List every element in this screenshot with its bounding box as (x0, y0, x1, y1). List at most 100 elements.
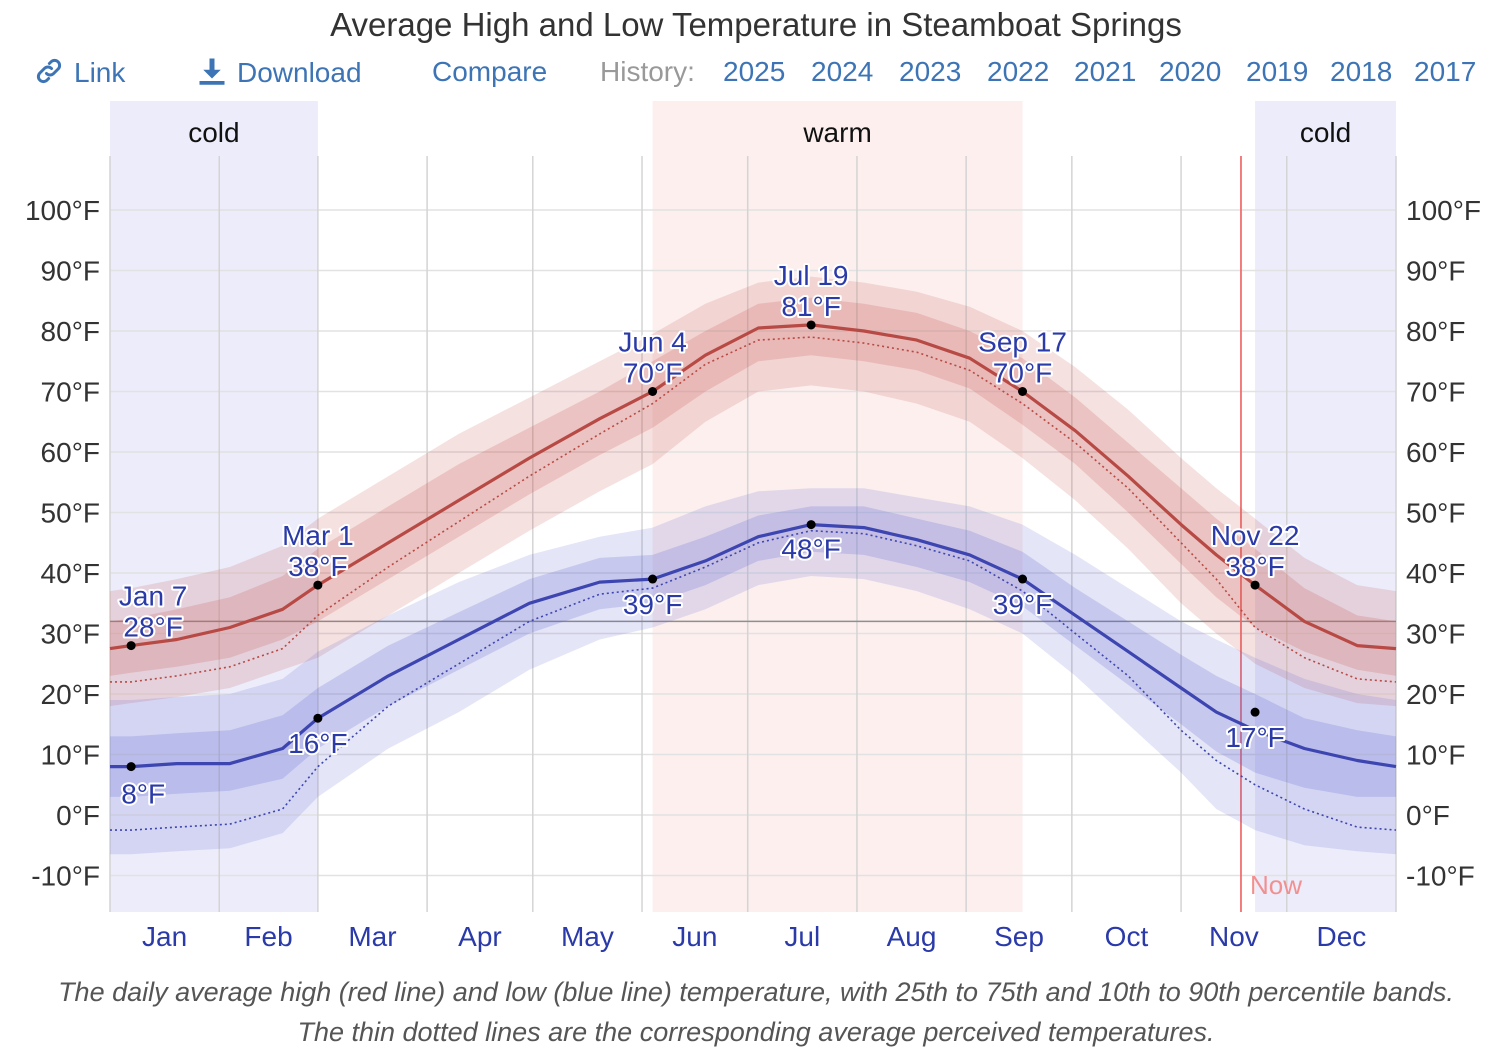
history-year-2018[interactable]: 2018 (1330, 56, 1393, 87)
month-label-apr: Apr (458, 921, 502, 952)
history-year-2024[interactable]: 2024 (811, 56, 874, 87)
y-tick-label-right: 50°F (1406, 498, 1465, 529)
history-year-2023[interactable]: 2023 (899, 56, 962, 87)
month-label-jan: Jan (142, 921, 187, 952)
history-year-2021[interactable]: 2021 (1074, 56, 1137, 87)
y-tick-label-left: 30°F (41, 619, 100, 650)
high-point-38F (1250, 580, 1260, 590)
annotation-value: 70°F (623, 358, 682, 389)
download-label: Download (237, 57, 362, 88)
low-point-17F (1250, 707, 1260, 717)
chart-title: Average High and Low Temperature in Stea… (330, 6, 1182, 43)
history-year-2022[interactable]: 2022 (987, 56, 1050, 87)
annotation-date: Jun 4 (618, 327, 687, 358)
month-label-may: May (561, 921, 614, 952)
history-year-2025[interactable]: 2025 (723, 56, 786, 87)
month-label-sep: Sep (994, 921, 1044, 952)
history-label: History: (600, 56, 695, 87)
season-label-cold: cold (188, 117, 239, 148)
month-label-mar: Mar (348, 921, 396, 952)
chart-caption: The daily average high (red line) and lo… (58, 977, 1454, 1047)
y-tick-label-right: 30°F (1406, 619, 1465, 650)
annotation-value: 16°F (288, 728, 347, 759)
y-tick-label-left: 40°F (41, 558, 100, 589)
season-band-cold (110, 101, 318, 912)
low-band-p10-p90 (110, 488, 1396, 855)
y-tick-label-right: 70°F (1406, 377, 1465, 408)
annotation-date: Mar 1 (282, 520, 354, 551)
low-point-48F (806, 520, 816, 530)
high-point-70F (648, 387, 658, 396)
high-point-28F (126, 641, 136, 651)
annotation-value: 17°F (1225, 722, 1284, 753)
annotation-date: Sep 17 (978, 327, 1067, 358)
low-point-39F (1018, 574, 1028, 584)
low-band-p25-p75 (110, 506, 1396, 797)
grid-lines: Now (109, 156, 1397, 912)
season-label-cold: cold (1300, 117, 1351, 148)
low-point-8F (126, 762, 136, 772)
annotation-value: 38°F (288, 551, 347, 582)
season-bands: cold warm cold (110, 101, 1396, 912)
y-tick-label-right: -10°F (1406, 861, 1475, 892)
y-tick-label-right: 40°F (1406, 558, 1465, 589)
y-tick-label-left: 60°F (41, 437, 100, 468)
y-tick-label-left: 90°F (41, 256, 100, 287)
toolbar: Link Download Compare History: 2025 2024… (0, 56, 1512, 100)
y-tick-label-right: 60°F (1406, 437, 1465, 468)
y-tick-label-left: 10°F (41, 740, 100, 771)
high-perceived-line (110, 336, 1397, 683)
annotation-date: Jan 7 (119, 581, 188, 612)
link-icon (36, 58, 62, 84)
y-tick-label-left: 0°F (56, 800, 100, 831)
low-point-16F (313, 713, 323, 723)
history-year-2020[interactable]: 2020 (1159, 56, 1222, 87)
now-label: Now (1250, 870, 1302, 900)
low-average-line (110, 523, 1397, 769)
month-label-feb: Feb (244, 921, 292, 952)
history-year-2017[interactable]: 2017 (1414, 56, 1477, 87)
compare-button[interactable]: Compare (432, 56, 548, 87)
annotation-value: 28°F (123, 612, 182, 643)
link-label: Link (74, 57, 126, 88)
season-label-warm: warm (802, 117, 871, 148)
annotation-value: 8°F (121, 779, 165, 810)
high-point-38F (313, 580, 323, 590)
y-tick-label-right: 100°F (1406, 195, 1481, 226)
y-tick-label-left: 100°F (25, 195, 100, 226)
annotation-value: 81°F (781, 291, 840, 322)
annotation-date: Jul 19 (774, 260, 849, 291)
y-tick-label-right: 10°F (1406, 740, 1465, 771)
annotation-value: 48°F (781, 534, 840, 565)
month-label-nov: Nov (1209, 921, 1259, 952)
annotation-value: 39°F (623, 589, 682, 620)
y-tick-label-right: 20°F (1406, 679, 1465, 710)
season-band-cold (1255, 101, 1396, 912)
annotation-value: 39°F (993, 589, 1052, 620)
y-tick-label-left: 80°F (41, 316, 100, 347)
y-tick-label-left: 20°F (41, 679, 100, 710)
link-button[interactable]: Link (34, 56, 125, 89)
high-point-81F (806, 320, 816, 330)
season-band-warm (652, 101, 1023, 912)
month-label-dec: Dec (1316, 921, 1366, 952)
month-label-jun: Jun (672, 921, 717, 952)
download-button[interactable]: Download (197, 56, 362, 89)
high-average-line (109, 323, 1397, 651)
history-year-2019[interactable]: 2019 (1246, 56, 1309, 87)
annotation-value: 38°F (1225, 551, 1284, 582)
month-label-oct: Oct (1105, 921, 1149, 952)
download-icon (199, 58, 225, 85)
y-tick-label-right: 80°F (1406, 316, 1465, 347)
month-label-jul: Jul (784, 921, 820, 952)
annotation-date: Nov 22 (1211, 520, 1300, 551)
y-tick-label-left: -10°F (31, 861, 100, 892)
y-tick-label-left: 50°F (41, 498, 100, 529)
month-label-aug: Aug (887, 921, 937, 952)
high-point-70F (1018, 387, 1028, 396)
y-tick-label-right: 90°F (1406, 256, 1465, 287)
series-lines (109, 323, 1397, 831)
annotation-value: 70°F (993, 358, 1052, 389)
